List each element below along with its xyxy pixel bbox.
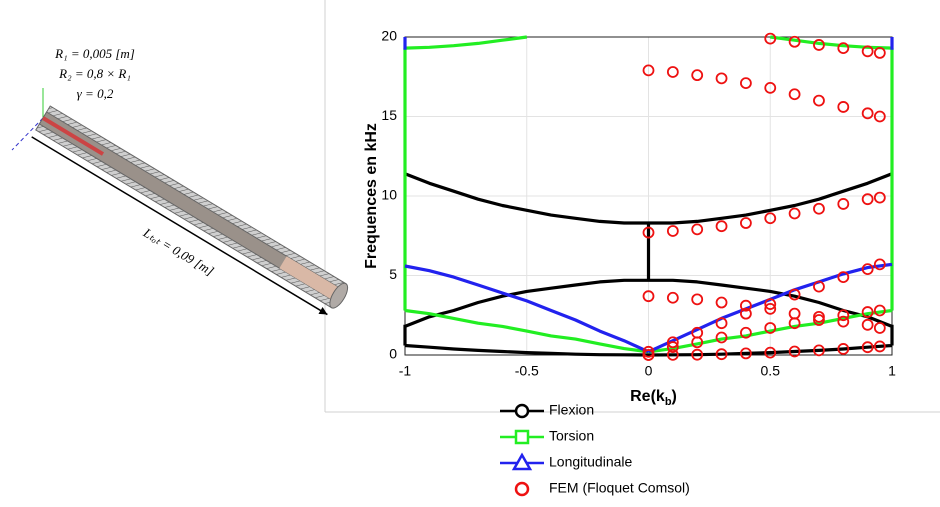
y-tick-label: 10: [381, 187, 397, 203]
y-tick-label: 5: [389, 266, 397, 282]
x-tick-label: -1: [399, 363, 412, 379]
fem-point: [875, 193, 885, 203]
fem-point: [875, 323, 885, 333]
fem-point: [741, 78, 751, 88]
x-axis-label-part: Re(k: [630, 388, 665, 405]
legend-marker: [516, 431, 528, 443]
fem-point: [717, 221, 727, 231]
pipe-illustration: R₁ = 0,005 [m] R₂ = 0,8 × R₁ γ = 0,2 Lₜₒ…: [12, 46, 351, 321]
fem-point: [790, 309, 800, 319]
x-axis-label: Re(kb): [630, 388, 677, 408]
fem-point: [692, 224, 702, 234]
legend-label: Flexion: [549, 402, 594, 418]
y-tick-label: 15: [381, 107, 397, 123]
fem-point: [717, 73, 727, 83]
y-tick-label: 20: [381, 28, 397, 44]
y-axis-label: Frequences en kHz: [363, 123, 380, 269]
legend-marker: [516, 405, 528, 417]
fem-point: [790, 89, 800, 99]
fem-point: [692, 70, 702, 80]
x-tick-label: 1: [888, 363, 896, 379]
length-label: Lₜₒₜ = 0,09 [m]: [140, 224, 217, 278]
legend-marker: [516, 483, 528, 495]
radius-1-label: R₁ = 0,005 [m]: [54, 46, 135, 61]
figure: R₁ = 0,005 [m] R₂ = 0,8 × R₁ γ = 0,2 Lₜₒ…: [0, 0, 940, 502]
x-tick-label: 0.5: [761, 363, 781, 379]
y-tick-label: 0: [389, 346, 397, 362]
fem-point: [692, 294, 702, 304]
radius-2-label: R₂ = 0,8 × R₁: [58, 66, 131, 81]
x-tick-label: 0: [645, 363, 653, 379]
fem-point: [814, 96, 824, 106]
x-tick-label: -0.5: [515, 363, 539, 379]
fem-point: [717, 298, 727, 308]
fem-point: [863, 320, 873, 330]
fem-point: [814, 204, 824, 214]
x-axis-label-part: ): [672, 388, 677, 405]
fem-point: [838, 102, 848, 112]
fem-point: [668, 293, 678, 303]
legend-label: Longitudinale: [549, 454, 633, 470]
legend-label: FEM (Floquet Comsol): [549, 480, 690, 496]
fem-point: [790, 208, 800, 218]
fem-point: [668, 226, 678, 236]
fem-point: [741, 218, 751, 228]
fem-point: [668, 67, 678, 77]
fem-point: [875, 48, 885, 58]
legend-label: Torsion: [549, 428, 594, 444]
fem-point: [838, 199, 848, 209]
gamma-label: γ = 0,2: [77, 86, 114, 101]
dispersion-chart: 0 5 10 15 20 -1 -0.5 0 0.5 1 Frequences en kHz Re(k…: [363, 28, 896, 496]
